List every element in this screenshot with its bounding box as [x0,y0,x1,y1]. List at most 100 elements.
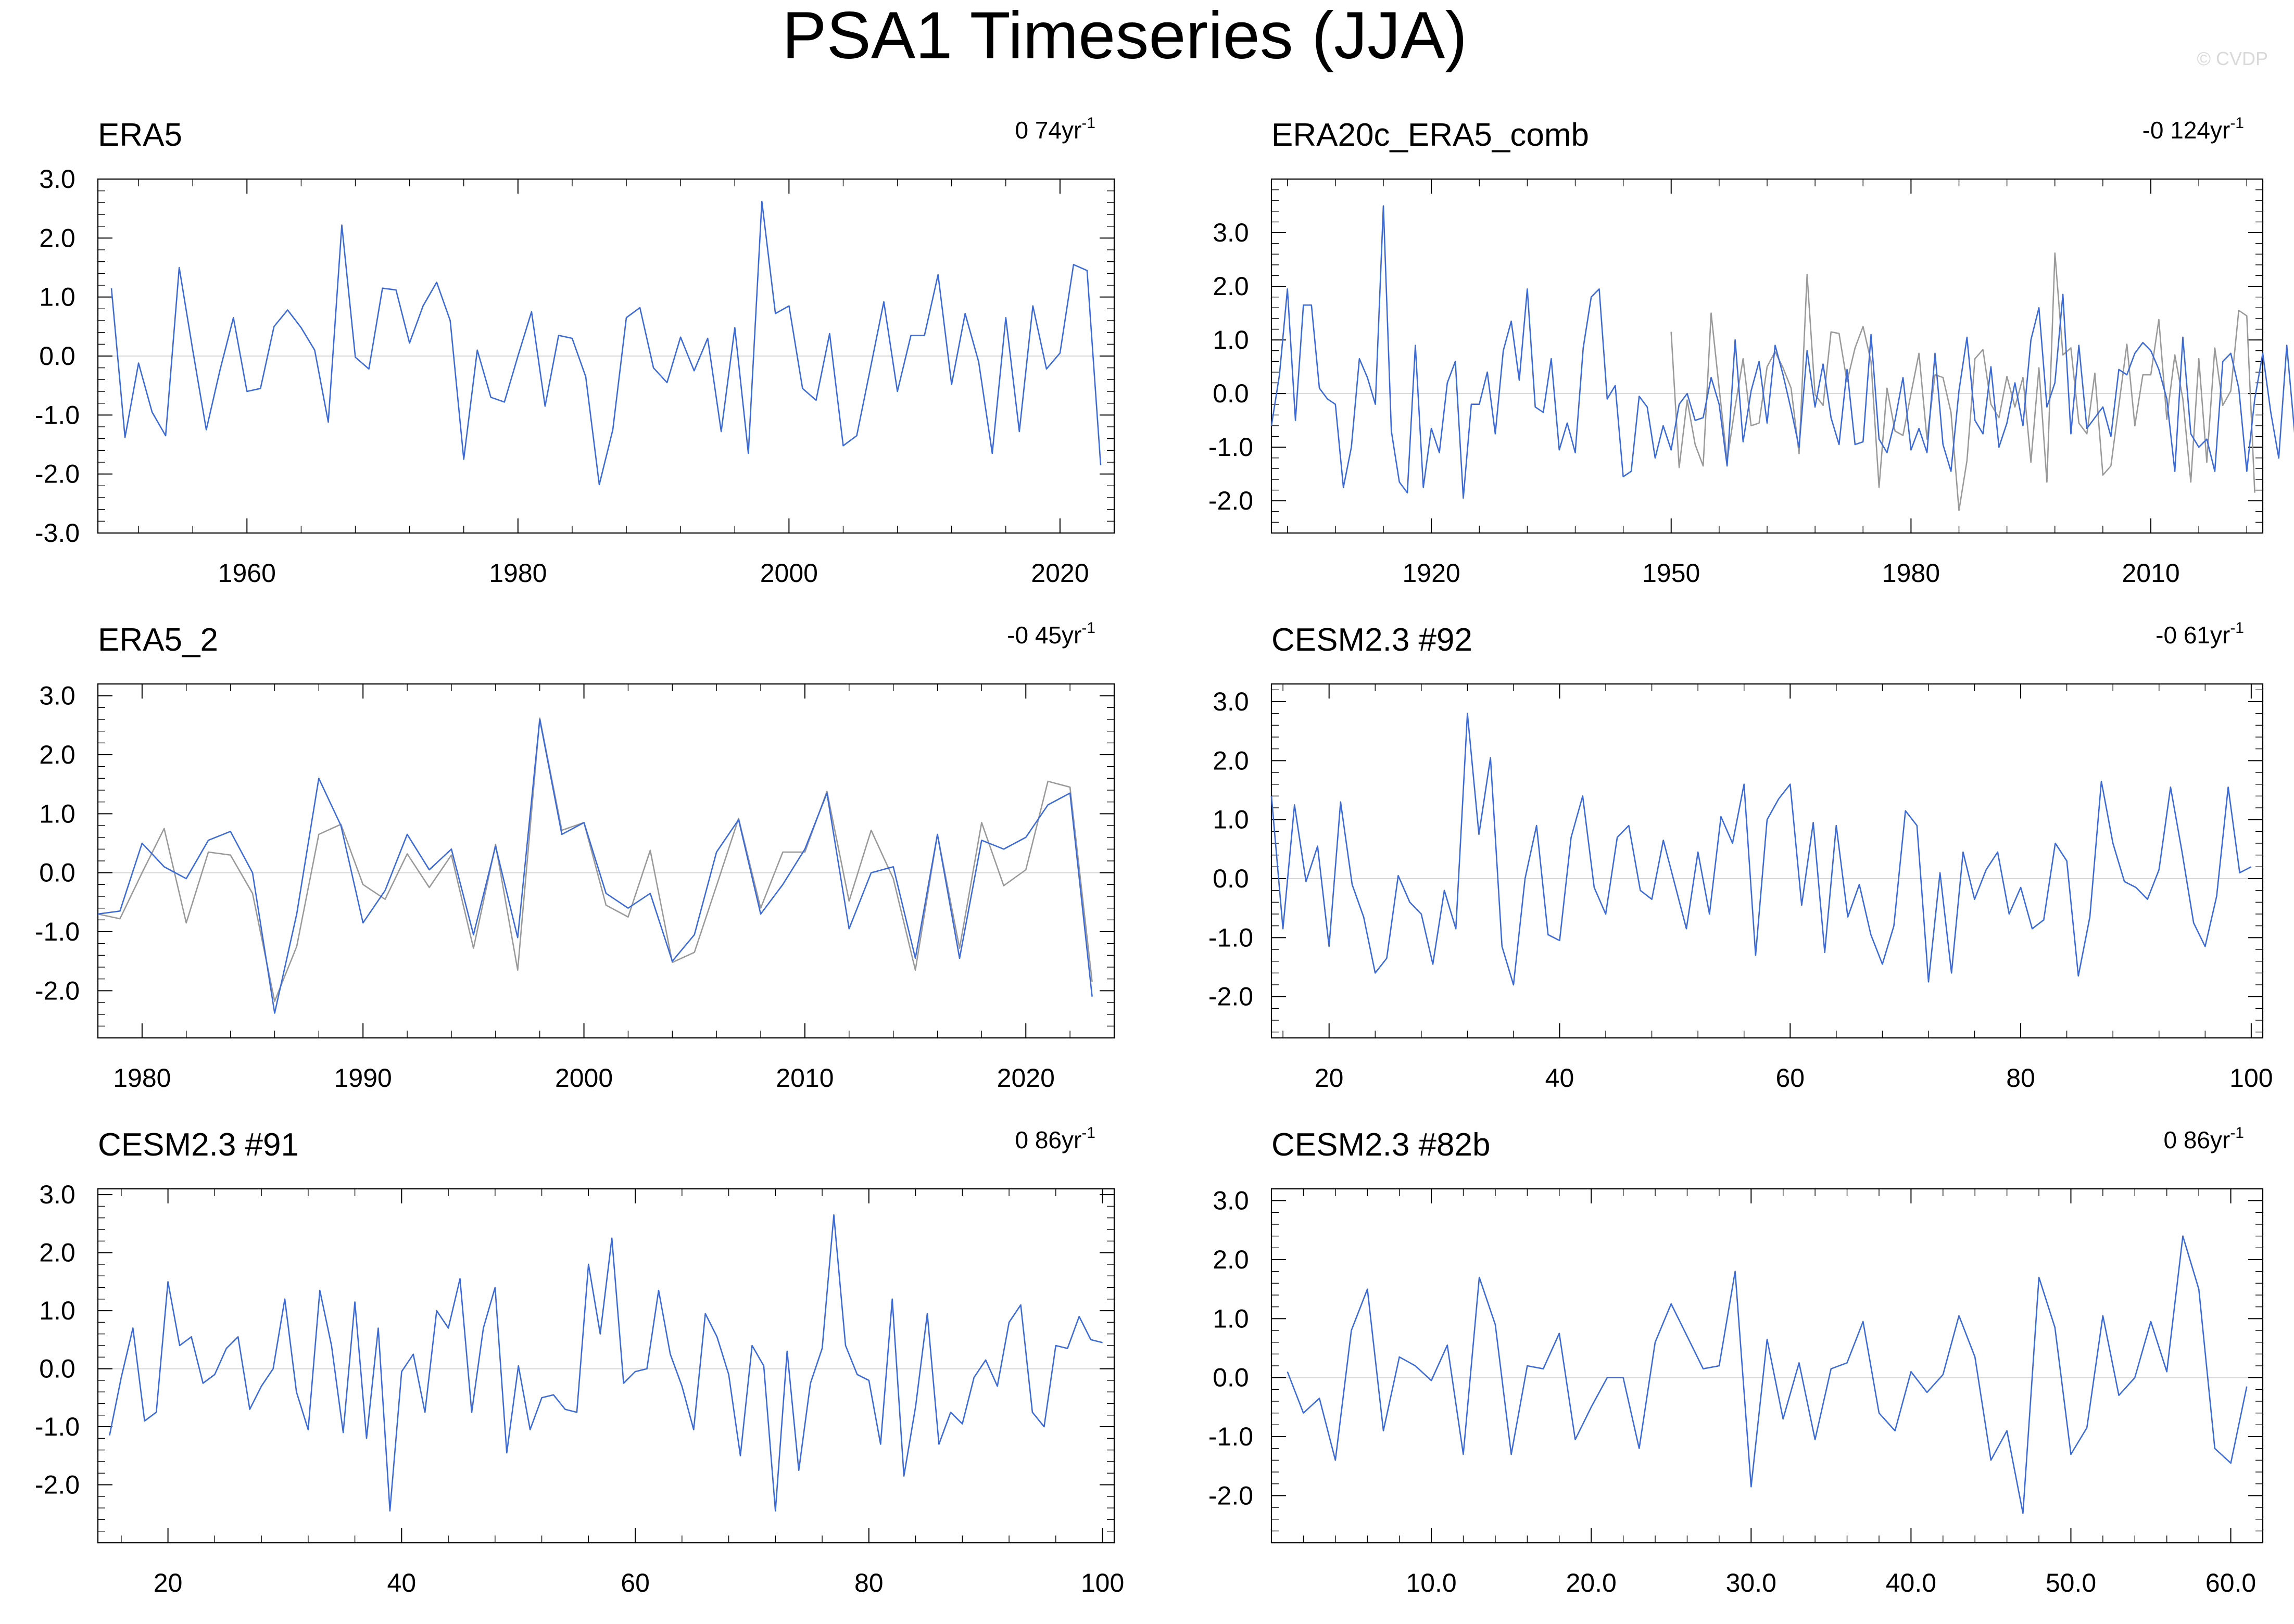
y-tick-label: -1.0 [1208,1422,1253,1451]
plot-frame [97,1188,1115,1544]
y-tick-label: 2.0 [1213,1245,1249,1274]
y-tick-label: 3.0 [39,1180,75,1209]
panel-title: ERA20c_ERA5_comb [1271,117,1589,153]
x-tick-label: 1980 [1882,559,1940,588]
x-tick-label: 2020 [1031,559,1089,588]
trend-label: -0 61yr-1 [2156,619,2244,649]
y-tick-label: 0.0 [1213,379,1249,408]
x-tick-label: 40.0 [1886,1568,1936,1597]
y-tick-label: -2.0 [1208,1481,1253,1510]
panel-title: ERA5 [98,117,182,153]
y-tick-label: 0.0 [39,858,75,887]
plot-frame [97,683,1115,1039]
x-tick-label: 2010 [2122,559,2179,588]
panel-era5-2: ERA5_2 -0 45yr-1 -2.0 -1.0 0.0 1.0 2.0 3.0 1980 1… [35,619,1115,1093]
x-tick-label: 60 [621,1568,650,1597]
y-tick-label: 2.0 [39,223,75,252]
panel-title: CESM2.3 #92 [1271,622,1472,658]
y-tick-label: 2.0 [39,1238,75,1267]
y-tick-label: 3.0 [1213,218,1249,247]
y-tick-label: 3.0 [1213,1186,1249,1215]
x-tick-label: 1950 [1642,559,1700,588]
y-tick-label: 0.0 [39,341,75,371]
x-tick-label: 80 [2006,1063,2035,1093]
x-tick-label: 20 [154,1568,183,1597]
x-tick-label: 50.0 [2046,1568,2096,1597]
y-tick-label: -2.0 [35,976,80,1005]
plot-frame [1270,1188,2264,1544]
x-tick-label: 10.0 [1406,1568,1456,1597]
trend-label: -0 45yr-1 [1007,619,1095,649]
x-tick-label: 100 [1081,1568,1124,1597]
figure-title: PSA1 Timeseries (JJA) [782,0,1467,73]
x-tick-label: 80 [854,1568,884,1597]
x-tick-label: 2000 [555,1063,613,1093]
y-tick-label: -1.0 [1208,433,1253,462]
y-tick-label: 1.0 [1213,325,1249,354]
y-tick-label: -3.0 [35,518,80,548]
x-tick-label: 20.0 [1566,1568,1617,1597]
y-tick-label: 3.0 [1213,687,1249,716]
x-tick-label: 100 [2229,1063,2273,1093]
series-line-primary [1287,1235,2248,1514]
x-tick-label: 20 [1315,1063,1344,1093]
y-tick-label: 1.0 [39,1296,75,1325]
y-tick-label: -1.0 [1208,923,1253,952]
series-line-primary [97,718,1093,1014]
series-line-primary [109,1214,1103,1512]
y-tick-label: 2.0 [1213,746,1249,775]
y-tick-label: 2.0 [1213,272,1249,301]
y-tick-label: 2.0 [39,740,75,769]
plot-frame [1270,178,2264,534]
series-line-primary [1270,713,2252,986]
x-tick-label: 2010 [776,1063,834,1093]
y-tick-label: 3.0 [39,681,75,710]
y-tick-label: 1.0 [39,283,75,312]
panel-era5: ERA5 0 74yr-1 -3.0 -2.0 -1.0 0.0 1.0 2.0 3.0 1960… [35,115,1115,588]
x-tick-label: 1990 [334,1063,392,1093]
x-tick-label: 30.0 [1726,1568,1776,1597]
y-tick-label: -2.0 [1208,982,1253,1011]
y-tick-label: -2.0 [35,460,80,489]
panel-title: CESM2.3 #91 [98,1127,299,1163]
x-tick-label: 1960 [218,559,276,588]
x-tick-label: 2020 [997,1063,1055,1093]
panel-cesm2-3-82b: CESM2.3 #82b 0 86yr-1 -2.0 -1.0 0.0 1.0 2.0 3.0… [1208,1124,2264,1597]
y-tick-label: -2.0 [35,1470,80,1500]
y-tick-label: 0.0 [39,1354,75,1384]
x-tick-label: 40 [387,1568,417,1597]
y-tick-label: 0.0 [1213,1363,1249,1392]
y-tick-label: 1.0 [1213,805,1249,834]
series-line-primary [110,200,1102,486]
x-tick-label: 60 [1775,1063,1805,1093]
series-line-reference [1670,252,2255,512]
x-tick-label: 1980 [113,1063,171,1093]
y-tick-label: 3.0 [39,164,75,194]
panel-cesm2-3-91: CESM2.3 #91 0 86yr-1 -2.0 -1.0 0.0 1.0 2.0 3.0 2… [35,1124,1124,1597]
y-tick-label: -1.0 [35,400,80,429]
y-tick-label: 1.0 [1213,1304,1249,1333]
x-tick-label: 40 [1545,1063,1574,1093]
x-tick-label: 60.0 [2205,1568,2256,1597]
series-line-primary [1270,205,2294,499]
y-tick-label: -1.0 [35,917,80,946]
x-tick-label: 1980 [489,559,547,588]
panel-title: ERA5_2 [98,622,218,658]
watermark: © CVDP [2197,48,2268,69]
panel-title: CESM2.3 #82b [1271,1127,1490,1163]
panel-era20c-era5-comb: ERA20c_ERA5_comb -0 124yr-1 -2.0 -1.0 0.0 1.0… [1208,115,2294,588]
x-tick-label: 1920 [1402,559,1460,588]
series-line-reference [97,717,1093,1002]
trend-label: 0 74yr-1 [1015,115,1095,144]
x-tick-label: 2000 [760,559,818,588]
y-tick-label: 0.0 [1213,864,1249,893]
y-tick-label: 1.0 [39,799,75,828]
trend-label: 0 86yr-1 [2163,1124,2244,1153]
panel-cesm2-3-92: CESM2.3 #92 -0 61yr-1 -2.0 -1.0 0.0 1.0 2.0 3.0… [1208,619,2273,1093]
trend-label: 0 86yr-1 [1015,1124,1095,1153]
trend-label: -0 124yr-1 [2142,115,2244,144]
plot-frame [1270,683,2264,1039]
y-tick-label: -2.0 [1208,486,1253,515]
y-tick-label: -1.0 [35,1412,80,1441]
